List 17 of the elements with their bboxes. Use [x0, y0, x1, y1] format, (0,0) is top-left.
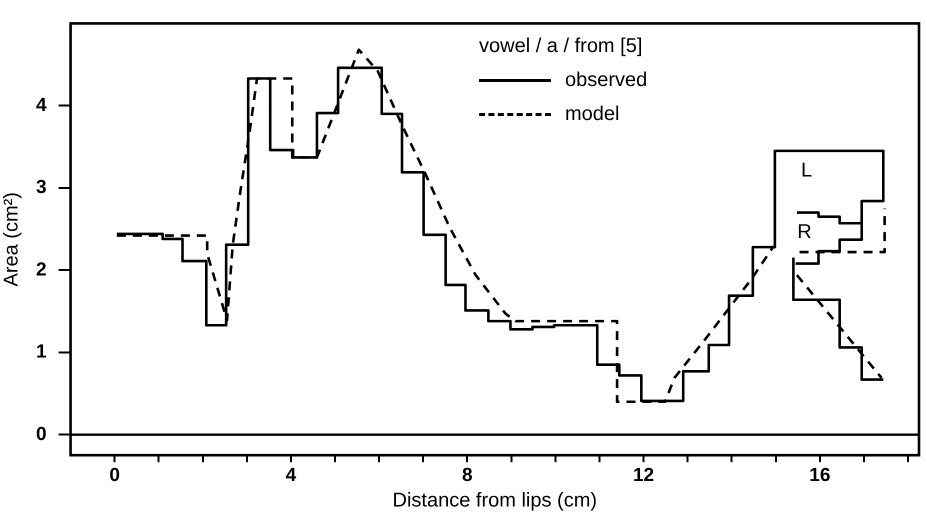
- y-tick-label: 2: [36, 259, 47, 280]
- y-tick-label: 3: [36, 177, 47, 198]
- x-tick-label: 4: [286, 464, 297, 486]
- y-tick-label: 0: [36, 424, 47, 445]
- y-tick-label: 1: [36, 342, 47, 363]
- x-axis-title: Distance from lips (cm): [392, 490, 598, 512]
- x-tick-label: 0: [109, 464, 120, 486]
- legend-label: observed: [565, 68, 648, 94]
- y-axis-title: Area (cm²): [0, 192, 23, 287]
- x-tick-label: 16: [809, 464, 830, 486]
- legend-label: model: [565, 102, 620, 128]
- annotation: L: [801, 159, 812, 182]
- legend-title: vowel / a / from [5]: [479, 34, 644, 60]
- x-tick-label: 12: [632, 464, 654, 486]
- y-tick-label: 4: [36, 94, 47, 116]
- annotation: R: [797, 221, 812, 244]
- x-tick-label: 8: [462, 464, 473, 486]
